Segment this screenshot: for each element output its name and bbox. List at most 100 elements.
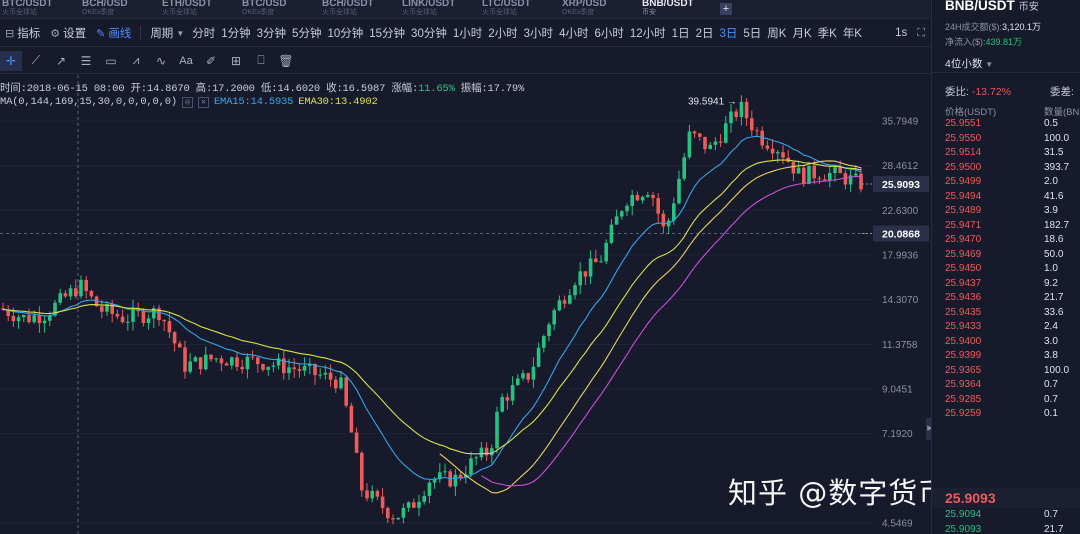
- orderbook-row[interactable]: 25.9436 21.7: [932, 291, 1080, 306]
- orderbook-row[interactable]: 25.9489 3.9: [932, 204, 1080, 219]
- period-dropdown[interactable]: 周期 ▼: [145, 25, 189, 41]
- text-tool-icon[interactable]: Aa: [179, 54, 193, 67]
- fibonacci-tool-icon[interactable]: ☰: [80, 53, 92, 68]
- ema15-value: EMA15:14.5935: [213, 96, 294, 108]
- orderbook-row[interactable]: 25.9550 100.0: [932, 132, 1080, 147]
- candle-body: [417, 501, 421, 508]
- rectangle-tool-icon[interactable]: ▭: [105, 53, 117, 68]
- period-option[interactable]: 12小时: [629, 28, 666, 40]
- divider: [932, 72, 1080, 73]
- period-option[interactable]: 5日: [743, 28, 762, 40]
- market-tab[interactable]: LTC/USDT 火币全球站: [480, 0, 560, 18]
- ray-tool-icon[interactable]: ↗: [55, 53, 67, 68]
- indicator-close-icon[interactable]: ✕: [197, 96, 209, 108]
- period-option[interactable]: 15分钟: [369, 28, 406, 40]
- period-option[interactable]: 月K: [792, 28, 812, 40]
- candle-body: [318, 374, 322, 376]
- channel-tool-icon[interactable]: ⩘: [132, 53, 140, 67]
- candle-body: [724, 123, 728, 143]
- period-option[interactable]: 2日: [695, 28, 714, 40]
- market-tab[interactable]: BCH/USD OKEx季度: [80, 0, 160, 18]
- orderbook-row[interactable]: 25.9551 0.5: [932, 117, 1080, 132]
- candle-body: [235, 357, 239, 367]
- period-option[interactable]: 30分钟: [411, 28, 447, 40]
- candle-body: [68, 288, 73, 297]
- crosshair-tool-icon[interactable]: ✛: [0, 50, 22, 71]
- scale-button[interactable]: 1s: [890, 27, 912, 39]
- delete-tool-icon[interactable]: 🗑: [278, 53, 294, 68]
- add-tab-button[interactable]: +: [720, 3, 732, 15]
- orderbook-row[interactable]: 25.9435 33.6: [932, 306, 1080, 321]
- candle-body: [438, 472, 442, 480]
- market-tab[interactable]: BTC/USDT 火币全球站: [0, 0, 80, 18]
- orderbook-row[interactable]: 25.9364 0.7: [932, 378, 1080, 393]
- orderbook-row[interactable]: 25.9093 21.7: [932, 523, 1080, 534]
- orderbook-row[interactable]: 25.9514 31.5: [932, 146, 1080, 161]
- y-axis-tick: 35.7949: [882, 117, 919, 128]
- toolbar-divider: [140, 26, 142, 40]
- ohlc-time: 2018-06-15 08:00: [26, 83, 125, 95]
- ma-indicator: MA(0,144,169,15,30,0,0,0,0,0): [0, 96, 177, 108]
- brush-tool-icon[interactable]: ✐: [205, 53, 217, 68]
- trendline-tool-icon[interactable]: ⟋: [31, 53, 41, 67]
- market-tab[interactable]: XRP/USD OKEx季度: [560, 0, 640, 18]
- candle-body: [526, 373, 530, 380]
- period-option[interactable]: 周K: [767, 28, 787, 40]
- tab-pair: BTC/USDT: [2, 0, 53, 9]
- period-option[interactable]: 年K: [842, 28, 862, 40]
- measure-tool-icon[interactable]: ⊞: [230, 53, 242, 68]
- candle-body: [261, 364, 265, 370]
- period-option[interactable]: 4小时: [559, 28, 589, 40]
- fullscreen-icon[interactable]: ⛶: [917, 26, 925, 39]
- orderbook-row[interactable]: 25.9285 0.7: [932, 393, 1080, 408]
- period-option[interactable]: 2小时: [488, 28, 518, 40]
- settings-button[interactable]: ⚙ 设置: [45, 25, 91, 41]
- indicators-button[interactable]: ⊟ 指标: [0, 25, 45, 41]
- orderbook-row[interactable]: 25.9259 0.1: [932, 407, 1080, 422]
- market-tab[interactable]: BNB/USDT 币安: [640, 0, 720, 18]
- lock-tool-icon[interactable]: ⎕: [257, 53, 265, 67]
- period-option[interactable]: 5分钟: [292, 28, 322, 40]
- market-tab[interactable]: BCH/USDT 火币全球站: [320, 0, 400, 18]
- orderbook-row[interactable]: 25.9365 100.0: [932, 364, 1080, 379]
- candle-body: [6, 309, 10, 317]
- orderbook-row[interactable]: 25.9094 0.7: [932, 508, 1080, 523]
- orderbook-row[interactable]: 25.9400 3.0: [932, 335, 1080, 350]
- market-tab[interactable]: BTC/USD OKEx季度: [240, 0, 320, 18]
- period-option[interactable]: 1分钟: [221, 28, 251, 40]
- orderbook-row[interactable]: 25.9399 3.8: [932, 349, 1080, 364]
- period-option[interactable]: 分时: [192, 28, 216, 40]
- orderbook-row[interactable]: 25.9471 182.7: [932, 219, 1080, 234]
- wave-tool-icon[interactable]: ∿: [155, 53, 167, 68]
- period-option[interactable]: 3分钟: [256, 28, 287, 40]
- period-option[interactable]: 10分钟: [327, 28, 364, 40]
- orderbook-row[interactable]: 25.9433 2.4: [932, 320, 1080, 335]
- market-tab[interactable]: ETH/USDT 火币全球站: [160, 0, 240, 18]
- candle-body: [422, 495, 426, 502]
- period-option[interactable]: 季K: [817, 28, 837, 40]
- period-option[interactable]: 3日: [719, 28, 738, 40]
- orderbook-row[interactable]: 25.9437 9.2: [932, 277, 1080, 292]
- period-option[interactable]: 6小时: [594, 28, 624, 40]
- period-option[interactable]: 1小时: [452, 28, 483, 40]
- orderbook-row[interactable]: 25.9499 2.0: [932, 175, 1080, 190]
- drawing-button[interactable]: ✎ 画线: [91, 25, 136, 41]
- orderbook-row[interactable]: 25.9494 41.6: [932, 190, 1080, 205]
- candle-body: [594, 258, 598, 263]
- candle-body: [188, 361, 192, 372]
- market-tab[interactable]: LINK/USDT 火币全球站: [400, 0, 480, 18]
- candle-body: [500, 397, 504, 412]
- period-option[interactable]: 1日: [671, 28, 690, 40]
- orderbook-row[interactable]: 25.9469 50.0: [932, 248, 1080, 263]
- panel-collapse-icon[interactable]: ▶: [926, 418, 934, 440]
- candle-body: [308, 363, 312, 366]
- candlestick-chart[interactable]: 35.7949 28.4612 22.6300 17.9936 14.3070 11.37…: [0, 75, 930, 534]
- indicator-settings-icon[interactable]: ◎: [181, 96, 193, 108]
- precision-dropdown[interactable]: 4位小数 ▼: [945, 58, 994, 70]
- period-option[interactable]: 3小时: [523, 28, 554, 40]
- orderbook-row[interactable]: 25.9470 18.6: [932, 233, 1080, 248]
- y-axis-tick: 17.9936: [882, 251, 919, 262]
- ema30-line: [2, 159, 862, 455]
- orderbook-row[interactable]: 25.9450 1.0: [932, 262, 1080, 277]
- orderbook-row[interactable]: 25.9500 393.7: [932, 161, 1080, 176]
